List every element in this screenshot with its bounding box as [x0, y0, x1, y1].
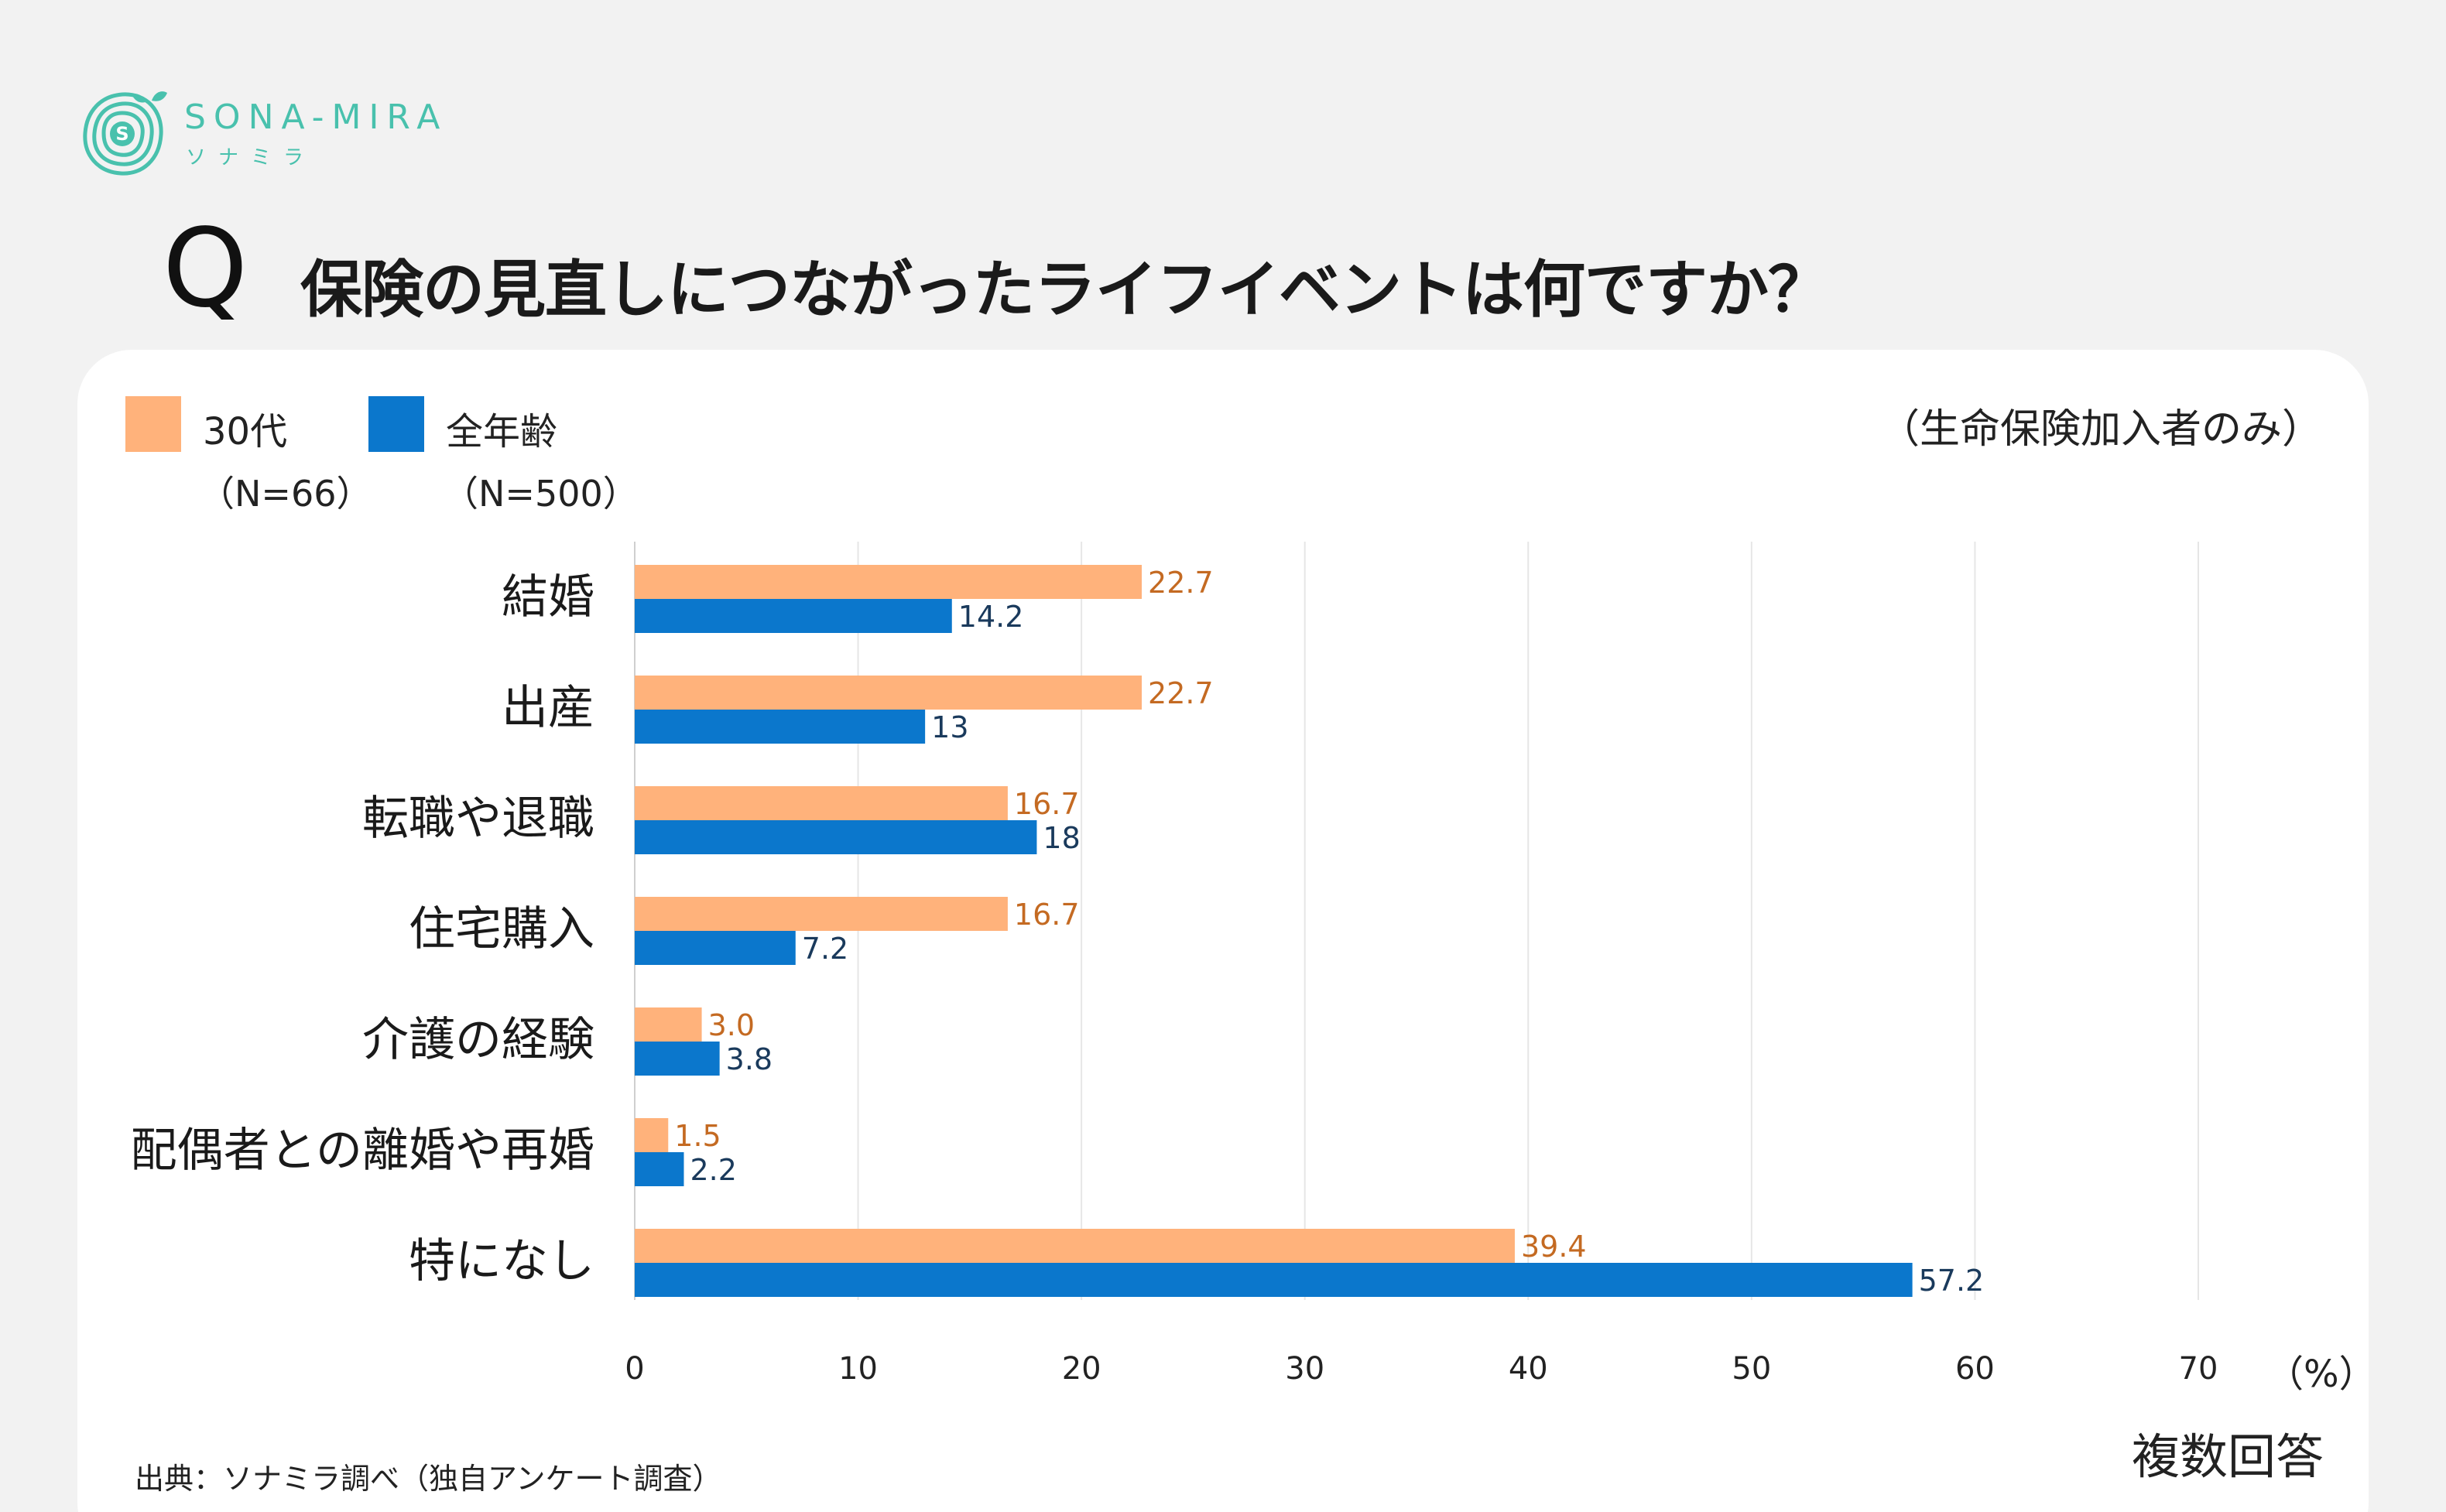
- data-label: 14.2: [958, 600, 1024, 634]
- data-label: 16.7: [1014, 898, 1080, 932]
- legend-swatch-30s: [125, 396, 181, 452]
- bar-30s: [635, 565, 1142, 599]
- x-tick-label: 40: [1509, 1351, 1548, 1387]
- bar-30s: [635, 897, 1008, 931]
- chart-card: [77, 350, 2369, 1512]
- data-label: 22.7: [1148, 676, 1214, 710]
- bar-all-ages: [635, 599, 952, 633]
- bar-30s: [635, 1118, 669, 1152]
- category-label: 介護の経験: [362, 1013, 594, 1067]
- category-label: 出産: [502, 681, 594, 735]
- x-tick-label: 20: [1062, 1351, 1101, 1387]
- bar-all-ages: [635, 820, 1037, 854]
- bar-30s: [635, 676, 1142, 710]
- data-label: 3.8: [726, 1042, 773, 1076]
- x-tick-label: 50: [1732, 1351, 1771, 1387]
- data-label: 22.7: [1148, 566, 1214, 600]
- bar-all-ages: [635, 1263, 1913, 1297]
- page-title: 保険の見直しにつながったライフイベントは何ですか？: [300, 254, 1830, 326]
- data-label: 7.2: [802, 932, 848, 966]
- bar-all-ages: [635, 931, 796, 965]
- data-label: 16.7: [1014, 787, 1080, 821]
- legend-count-all-ages: （N=500）: [443, 473, 639, 515]
- x-tick-label: 0: [625, 1351, 644, 1387]
- bar-all-ages: [635, 1042, 720, 1076]
- legend-label-all-ages: 全年齢: [446, 410, 558, 453]
- source-note: 出典：ソナミラ調べ（独自アンケート調査）: [135, 1462, 722, 1496]
- data-label: 13: [931, 710, 968, 744]
- legend-count-30s: （N=66）: [199, 473, 372, 515]
- bar-30s: [635, 1229, 1515, 1263]
- brand-name: SONA-MIRA: [184, 97, 448, 137]
- category-label: 転職や退職: [362, 792, 594, 846]
- legend-label-30s: 30代: [203, 410, 288, 453]
- chart-note: （生命保険加入者のみ）: [1879, 406, 2322, 453]
- brand: S SONA-MIRA ソナミラ: [77, 84, 480, 184]
- data-label: 18: [1043, 821, 1080, 855]
- data-label: 39.4: [1521, 1230, 1587, 1264]
- bar-all-ages: [635, 710, 926, 744]
- category-label: 特になし: [409, 1234, 594, 1288]
- logo-letter: S: [115, 123, 128, 145]
- x-tick-label: 30: [1285, 1351, 1324, 1387]
- data-label: 1.5: [674, 1119, 721, 1153]
- x-tick-label: 60: [1955, 1351, 1995, 1387]
- multi-answer-note: 複数回答: [2132, 1428, 2324, 1485]
- category-label: 配偶者との離婚や再婚: [131, 1124, 594, 1178]
- category-label: 住宅購入: [409, 902, 594, 956]
- data-label: 57.2: [1919, 1264, 1985, 1298]
- bar-30s: [635, 786, 1008, 820]
- x-axis-unit: （%）: [2266, 1353, 2376, 1396]
- data-label: 3.0: [708, 1008, 755, 1042]
- bar-30s: [635, 1007, 702, 1042]
- bar-all-ages: [635, 1152, 684, 1186]
- category-label: 結婚: [502, 570, 594, 624]
- data-label: 2.2: [690, 1153, 736, 1187]
- x-tick-label: 70: [2179, 1351, 2218, 1387]
- legend-swatch-all-ages: [368, 396, 424, 452]
- question-mark-label: Q: [163, 206, 248, 332]
- sona-mira-logo-icon: S: [83, 91, 167, 176]
- x-tick-label: 10: [838, 1351, 878, 1387]
- brand-name-kana: ソナミラ: [186, 146, 317, 169]
